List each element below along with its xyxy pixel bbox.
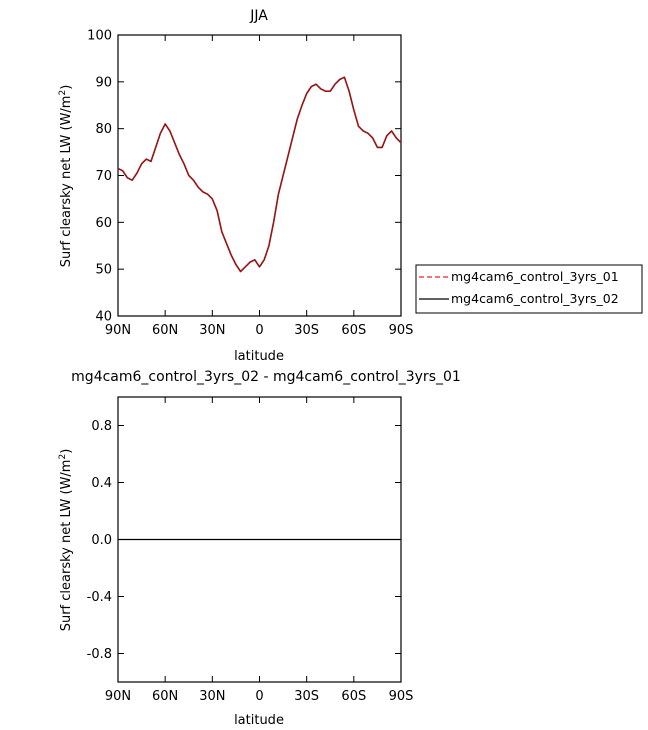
top-y-axis-label-close: ) [59,85,74,90]
y-tick-label: 100 [87,29,112,44]
y-tick-label: 0.8 [91,419,112,434]
legend-label-01: mg4cam6_control_3yrs_01 [451,269,619,284]
x-tick-label: 90S [389,323,414,338]
x-tick-label: 90N [105,689,131,704]
bottom-y-axis-label-sup: 2 [58,454,68,460]
top-x-axis: 90N 60N 30N 0 30S 60S 90S [105,35,414,338]
y-tick-label: 0.0 [91,533,112,548]
x-tick-label: 0 [255,323,263,338]
y-tick-label: 0.4 [91,476,112,491]
y-tick-label: 80 [95,122,112,137]
bottom-x-axis-label: latitude [234,713,284,728]
x-tick-label: 30S [294,689,319,704]
top-plot-frame [117,34,402,317]
legend: mg4cam6_control_3yrs_01 mg4cam6_control_… [415,264,643,314]
y-tick-label: 70 [95,169,112,184]
x-tick-label: 60N [152,323,178,338]
x-tick-label: 0 [255,689,263,704]
bottom-x-axis: 90N 60N 30N 0 30S 60S 90S [105,397,414,704]
x-tick-label: 60N [152,689,178,704]
y-tick-label: -0.4 [87,590,112,605]
top-x-axis-label: latitude [234,349,284,364]
top-y-axis-label: Surf clearsky net LW (W/m2) [58,85,74,268]
legend-box [415,264,643,314]
top-title: JJA [249,8,268,24]
top-y-axis-label-sup: 2 [58,90,68,96]
legend-label-02: mg4cam6_control_3yrs_02 [451,291,619,306]
y-tick-label: 60 [95,216,112,231]
x-tick-label: 60S [341,323,366,338]
x-tick-label: 90N [105,323,131,338]
top-series-lines [117,76,402,273]
y-tick-label: 90 [95,75,112,90]
bottom-panel: mg4cam6_control_3yrs_02 - mg4cam6_contro… [58,369,461,728]
y-tick-label: -0.8 [87,647,112,662]
top-y-axis-label-main: Surf clearsky net LW (W/m [59,96,74,268]
series-line-1 [117,76,402,273]
bottom-y-axis-label-close: ) [59,449,74,454]
top-y-axis: 40 50 60 70 80 90 100 [87,29,401,325]
y-tick-label: 40 [95,310,112,325]
y-tick-label: 50 [95,263,112,278]
x-tick-label: 30N [199,689,225,704]
x-tick-label: 30N [199,323,225,338]
x-tick-label: 30S [294,323,319,338]
x-tick-label: 60S [341,689,366,704]
bottom-y-axis-label: Surf clearsky net LW (W/m2) [58,449,74,632]
series-line-2 [117,76,402,273]
bottom-title: mg4cam6_control_3yrs_02 - mg4cam6_contro… [71,369,461,385]
bottom-y-axis-label-main: Surf clearsky net LW (W/m [59,460,74,632]
x-tick-label: 90S [389,689,414,704]
bottom-y-axis: -0.8 -0.4 0.0 0.4 0.8 [87,419,401,662]
